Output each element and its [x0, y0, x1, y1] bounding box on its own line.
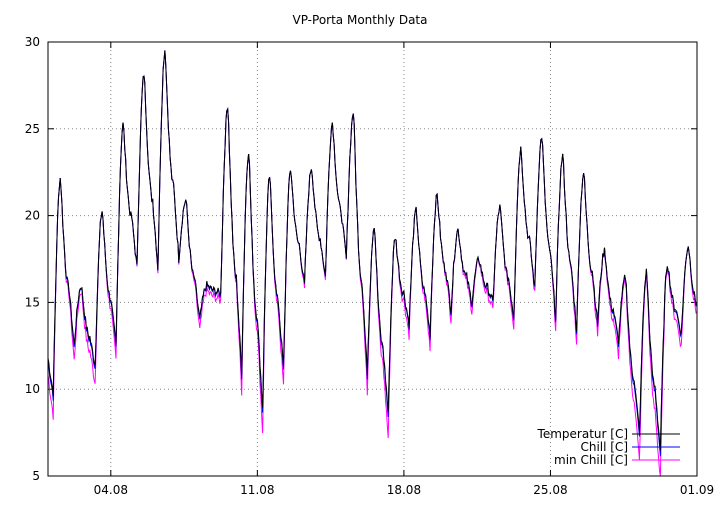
grid-layer	[48, 42, 697, 476]
y-tick-label: 20	[25, 209, 40, 223]
chart-title: VP-Porta Monthly Data	[293, 13, 428, 27]
plot-frame	[47, 41, 698, 477]
y-tick-label: 30	[25, 35, 40, 49]
x-tick-label: 01.09	[680, 483, 714, 497]
y-axis: 5 10 15 20 25 30	[25, 35, 697, 483]
y-tick-label: 10	[25, 382, 40, 396]
x-axis: 04.08 11.08 18.08 25.08 01.09	[94, 42, 714, 497]
legend-label: min Chill [C]	[554, 453, 628, 467]
x-tick-label: 04.08	[94, 483, 128, 497]
x-tick-label: 25.08	[533, 483, 567, 497]
y-tick-label: 25	[25, 122, 40, 136]
y-tick-label: 5	[32, 469, 40, 483]
x-tick-label: 11.08	[240, 483, 274, 497]
series-line-0	[47, 50, 697, 451]
series-layer	[47, 50, 697, 477]
series-line-2	[47, 50, 697, 477]
legend: Temperatur [C]Chill [C]min Chill [C]	[537, 427, 680, 467]
legend-label: Chill [C]	[580, 440, 628, 454]
legend-label: Temperatur [C]	[537, 427, 628, 441]
y-tick-label: 15	[25, 295, 40, 309]
x-tick-label: 18.08	[387, 483, 421, 497]
